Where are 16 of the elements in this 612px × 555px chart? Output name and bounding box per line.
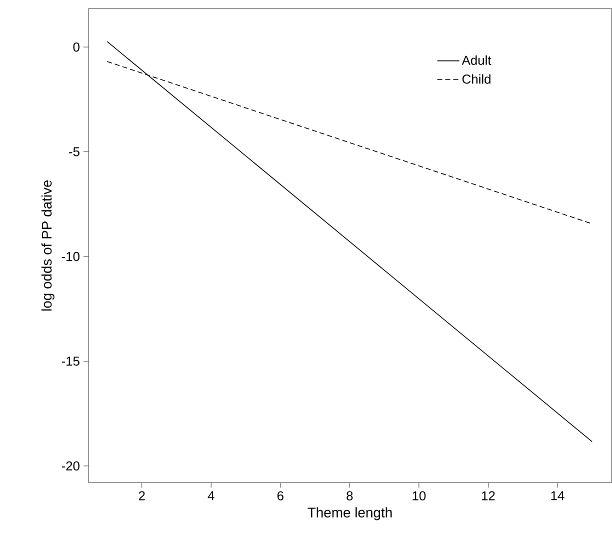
y-tick-label: -10 [62, 252, 80, 262]
x-tick-label: 2 [138, 491, 145, 500]
x-tick-label: 6 [277, 491, 284, 500]
x-tick-label: 14 [551, 491, 564, 500]
x-tick-label: 10 [412, 491, 426, 500]
x-axis-title: Theme length [308, 507, 392, 520]
y-tick-label: -20 [62, 461, 80, 471]
legend-label: Adult [462, 55, 492, 65]
y-tick-label: -15 [62, 356, 80, 366]
x-tick-label: 4 [208, 491, 214, 500]
y-axis-title: log odds of PP dative [41, 180, 54, 311]
x-tick-label: 12 [482, 491, 495, 500]
legend-label: Child [462, 74, 490, 84]
y-tick-label: 0 [73, 42, 80, 52]
x-tick-label: 8 [346, 491, 353, 500]
y-tick-label: -5 [69, 147, 80, 156]
